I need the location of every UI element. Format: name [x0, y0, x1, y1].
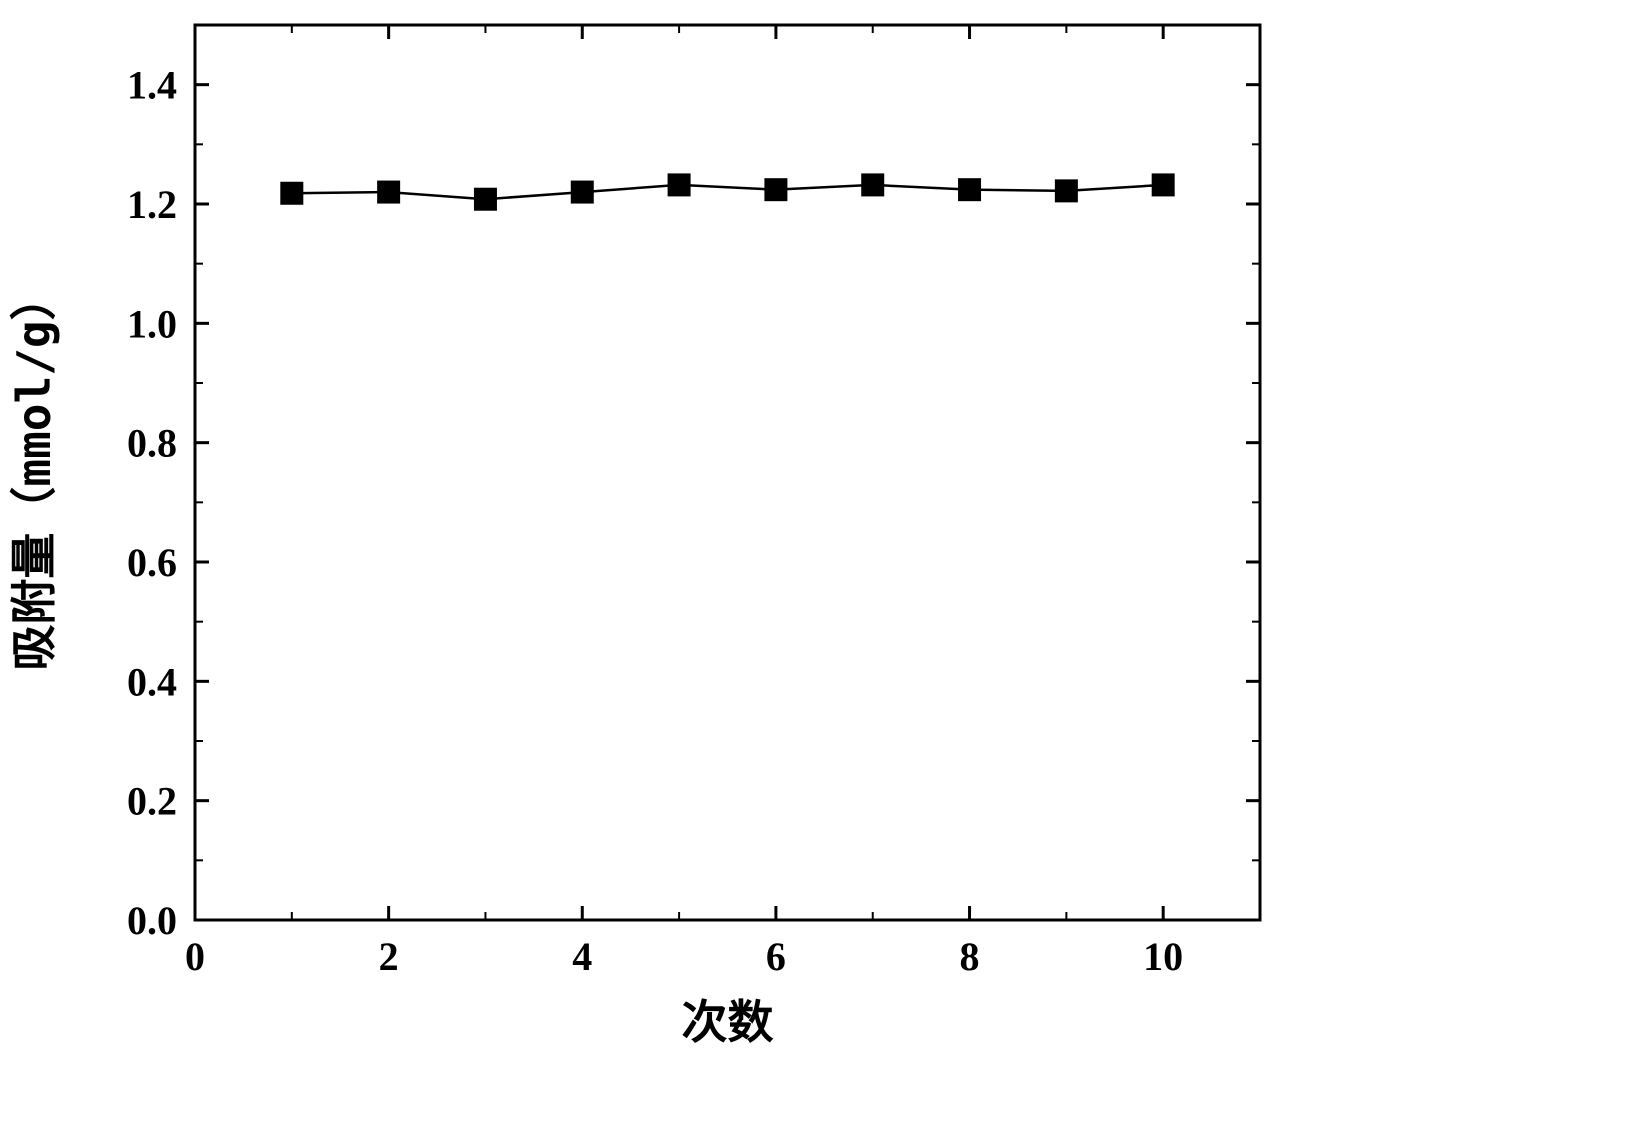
chart-container: 0 2 4 6 8 10 0.0 0.2 0.4 0.6 0.8 1.0 1.2 1.4 次数 吸附量（mmo…: [0, 0, 1629, 1140]
x-tick-label: 0: [185, 934, 205, 979]
x-tick-label: 6: [766, 934, 786, 979]
x-tick-label: 2: [379, 934, 399, 979]
x-axis-label: 次数: [682, 997, 774, 1048]
series-marker-adsorption: [571, 181, 593, 203]
series-marker-adsorption: [668, 174, 690, 196]
y-tick-label: 0.8: [127, 421, 177, 466]
y-tick-label: 0.2: [127, 779, 177, 824]
series-marker-adsorption: [1152, 174, 1174, 196]
y-axis-label: 吸附量（mmol/g）: [7, 274, 61, 670]
series-marker-adsorption: [959, 179, 981, 201]
y-tick-label: 0.6: [127, 540, 177, 585]
y-tick-label: 1.2: [127, 182, 177, 227]
series-marker-adsorption: [765, 179, 787, 201]
x-tick-label: 4: [572, 934, 592, 979]
y-tick-label: 1.0: [127, 301, 177, 346]
x-tick-label: 10: [1143, 934, 1183, 979]
y-tick-label: 1.4: [127, 63, 177, 108]
series-marker-adsorption: [281, 182, 303, 204]
adsorption-chart: 0 2 4 6 8 10 0.0 0.2 0.4 0.6 0.8 1.0 1.2 1.4 次数 吸附量（mmo…: [0, 0, 1629, 1140]
series-marker-adsorption: [862, 174, 884, 196]
series-marker-adsorption: [474, 188, 496, 210]
series-marker-adsorption: [378, 181, 400, 203]
series-marker-adsorption: [1055, 180, 1077, 202]
x-tick-label: 8: [960, 934, 980, 979]
chart-background: [0, 0, 1629, 1140]
y-tick-label: 0.4: [127, 659, 177, 704]
y-tick-label: 0.0: [127, 898, 177, 943]
